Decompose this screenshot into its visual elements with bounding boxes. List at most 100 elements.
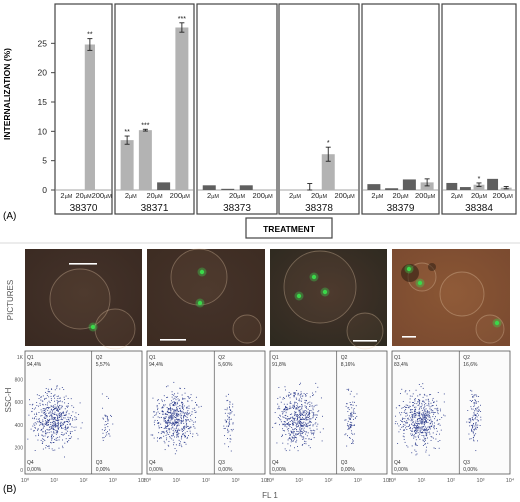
event-dot	[476, 395, 478, 397]
event-dot	[60, 413, 62, 415]
event-dot	[416, 428, 418, 430]
event-dot	[394, 423, 396, 425]
event-dot	[350, 426, 352, 428]
event-dot	[152, 434, 154, 436]
event-dot	[174, 448, 176, 449]
event-dot	[163, 395, 165, 397]
event-dot	[168, 434, 170, 435]
event-dot	[426, 432, 427, 434]
event-dot	[170, 428, 172, 430]
flow-cytometry-row: 1K8006004002000Q194,4%Q25,57%Q40,00%Q30,…	[15, 350, 515, 484]
event-dot	[79, 402, 81, 404]
event-dot	[315, 422, 317, 424]
event-dot	[32, 403, 34, 405]
event-dot	[298, 422, 300, 424]
event-dot	[53, 424, 54, 426]
event-dot	[302, 424, 304, 426]
event-dot	[299, 413, 301, 415]
event-dot	[54, 419, 56, 421]
event-dot	[185, 426, 187, 428]
event-dot	[416, 425, 418, 427]
compound-label: 38378	[305, 203, 333, 214]
microscopy-image	[147, 248, 265, 346]
event-dot	[44, 414, 46, 416]
event-dot	[176, 432, 178, 434]
event-dot	[52, 407, 54, 408]
event-dot	[46, 419, 48, 421]
event-dot	[421, 402, 423, 404]
quadrant-name: Q4	[149, 460, 156, 466]
event-dot	[172, 426, 174, 428]
event-dot	[157, 399, 159, 400]
event-dot	[168, 420, 170, 422]
event-dot	[65, 411, 67, 413]
event-dot	[405, 390, 407, 392]
y-tick-label: 10	[38, 126, 48, 136]
event-dot	[176, 430, 178, 432]
event-dot	[422, 400, 424, 402]
event-dot	[426, 420, 428, 422]
event-dot	[181, 429, 183, 431]
event-dot	[289, 423, 291, 425]
event-dot	[48, 407, 50, 409]
event-dot	[284, 448, 286, 450]
event-dot	[53, 425, 55, 427]
event-dot	[58, 426, 60, 428]
compound-group-box	[196, 3, 278, 215]
event-dot	[287, 415, 289, 417]
event-dot	[348, 437, 350, 438]
event-dot	[429, 412, 431, 414]
event-dot	[229, 413, 231, 415]
event-dot	[418, 409, 420, 411]
event-dot	[59, 416, 61, 418]
event-dot	[407, 422, 408, 424]
event-dot	[106, 416, 108, 418]
event-dot	[39, 404, 41, 406]
event-dot	[284, 397, 286, 399]
event-dot	[472, 437, 474, 439]
event-dot	[349, 419, 351, 420]
event-dot	[307, 402, 309, 404]
event-dot	[52, 428, 54, 429]
event-dot	[287, 430, 289, 432]
event-dot	[51, 414, 53, 416]
event-dot	[106, 434, 108, 436]
event-dot	[176, 409, 178, 410]
event-dot	[303, 429, 305, 431]
event-dot	[33, 430, 35, 432]
event-dot	[414, 425, 416, 427]
event-dot	[411, 411, 413, 413]
event-dot	[402, 421, 404, 423]
event-dot	[230, 410, 231, 411]
event-dot	[307, 419, 309, 421]
event-dot	[411, 416, 413, 418]
event-dot	[69, 423, 71, 425]
event-dot	[352, 416, 354, 418]
event-dot	[161, 416, 162, 418]
event-dot	[300, 396, 301, 398]
fluorescent-spot	[311, 274, 317, 280]
event-dot	[157, 411, 159, 413]
event-dot	[59, 412, 61, 414]
event-dot	[406, 414, 408, 416]
cell-outline	[232, 314, 262, 344]
event-dot	[284, 421, 286, 423]
event-dot	[179, 413, 181, 415]
event-dot	[182, 398, 184, 400]
event-dot	[418, 423, 420, 425]
event-dot	[59, 415, 61, 417]
event-dot	[157, 409, 159, 411]
event-dot	[106, 415, 108, 417]
event-dot	[299, 428, 300, 430]
event-dot	[51, 408, 53, 410]
event-dot	[469, 399, 471, 401]
event-dot	[301, 426, 303, 428]
event-dot	[105, 421, 107, 422]
event-dot	[184, 436, 186, 438]
event-dot	[345, 405, 347, 407]
event-dot	[411, 430, 413, 432]
event-dot	[56, 385, 58, 387]
event-dot	[423, 407, 425, 408]
event-dot	[49, 412, 50, 414]
